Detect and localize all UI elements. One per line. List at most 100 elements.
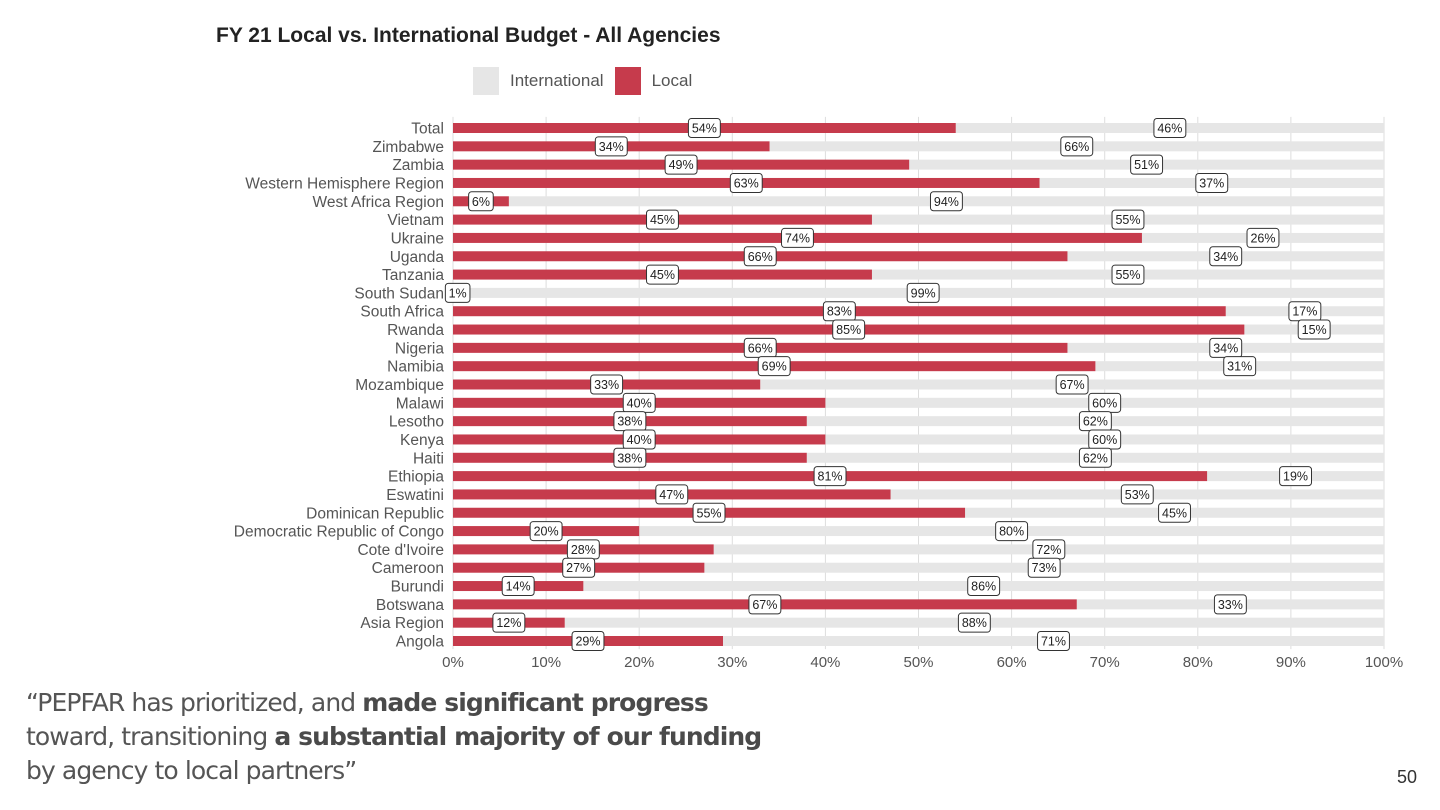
data-label-box bbox=[1111, 209, 1145, 230]
category-label: Total bbox=[411, 121, 444, 138]
data-label-box bbox=[1158, 502, 1191, 523]
category-label: Democratic Republic of Congo bbox=[234, 524, 444, 541]
category-label: South Sudan bbox=[354, 285, 444, 302]
category-label: Rwanda bbox=[387, 322, 444, 339]
data-label: 26% bbox=[1250, 231, 1275, 245]
data-label: 67% bbox=[1060, 378, 1085, 392]
data-label-box bbox=[1223, 356, 1257, 377]
data-label: 94% bbox=[934, 195, 959, 209]
data-label: 71% bbox=[1041, 635, 1066, 649]
legend-swatch-international bbox=[473, 67, 499, 95]
data-label: 47% bbox=[659, 488, 684, 502]
page-number: 50 bbox=[1397, 767, 1418, 787]
x-tick-label: 70% bbox=[1090, 654, 1120, 671]
data-label: 86% bbox=[971, 580, 996, 594]
data-label-box bbox=[1027, 557, 1061, 578]
data-label: 62% bbox=[1083, 415, 1108, 429]
category-label: Zambia bbox=[392, 157, 444, 174]
legend-label-international: International bbox=[510, 71, 604, 90]
x-tick-label: 30% bbox=[717, 654, 747, 671]
category-label: Botswana bbox=[376, 597, 444, 614]
chart-title: FY 21 Local vs. International Budget - A… bbox=[216, 24, 721, 47]
data-label-box bbox=[664, 154, 698, 175]
category-label: Tanzania bbox=[382, 267, 444, 284]
data-label: 34% bbox=[1213, 341, 1238, 355]
quote-segment: toward, transitioning bbox=[26, 722, 275, 751]
data-label-box bbox=[562, 557, 596, 578]
quote-segment: by agency to local partners” bbox=[26, 756, 357, 785]
data-label-box bbox=[468, 191, 494, 212]
data-label-box bbox=[995, 521, 1029, 542]
data-label-box bbox=[743, 246, 777, 267]
data-label-box bbox=[1297, 319, 1331, 340]
data-label: 15% bbox=[1302, 323, 1327, 337]
data-label-box bbox=[1120, 484, 1154, 505]
quote-segment: “PEPFAR has prioritized, and bbox=[26, 688, 363, 717]
data-label: 34% bbox=[599, 140, 624, 154]
data-label-box bbox=[692, 502, 726, 523]
data-label: 37% bbox=[1199, 176, 1224, 190]
data-label-box bbox=[529, 521, 563, 542]
category-label: Eswatini bbox=[386, 487, 444, 504]
data-label: 54% bbox=[692, 122, 717, 136]
category-label: Kenya bbox=[400, 432, 444, 449]
data-label: 72% bbox=[1036, 543, 1061, 557]
data-label: 63% bbox=[734, 176, 759, 190]
category-label: Cote d'Ivoire bbox=[357, 542, 444, 559]
data-label: 38% bbox=[617, 415, 642, 429]
data-label-box bbox=[646, 209, 679, 230]
data-label: 33% bbox=[594, 378, 619, 392]
data-label-box bbox=[613, 447, 647, 468]
category-label: Mozambique bbox=[355, 377, 444, 394]
data-label-box bbox=[1111, 264, 1145, 285]
data-label: 67% bbox=[752, 598, 777, 612]
data-label: 49% bbox=[669, 158, 694, 172]
x-axis-ticks: 0% 10% 20% 30% 40% 50% 60% 70% 80% 90% 100% bbox=[442, 654, 1403, 671]
data-label: 69% bbox=[762, 360, 787, 374]
legend-label-local: Local bbox=[651, 71, 693, 90]
data-label: 81% bbox=[818, 470, 843, 484]
data-label-box bbox=[957, 612, 991, 633]
data-label: 60% bbox=[1092, 396, 1117, 410]
data-labels: 54% 46% 34% 66% 49% 51% 63% 37% 6% 94% 45% 55% 74% 26… bbox=[444, 118, 1331, 651]
data-label-box bbox=[1213, 594, 1247, 615]
data-label: 99% bbox=[911, 286, 936, 300]
data-label-box bbox=[1037, 631, 1070, 651]
category-label: Uganda bbox=[390, 249, 445, 266]
data-label-box bbox=[967, 576, 1001, 597]
data-label-box bbox=[729, 172, 763, 193]
data-label: 19% bbox=[1283, 470, 1308, 484]
data-label: 34% bbox=[1213, 250, 1238, 264]
data-label: 33% bbox=[1218, 598, 1243, 612]
category-label: Vietnam bbox=[387, 212, 444, 229]
category-label: South Africa bbox=[360, 304, 444, 321]
data-label-box bbox=[1060, 136, 1094, 157]
legend-swatch-local bbox=[614, 67, 641, 95]
data-label: 6% bbox=[472, 195, 490, 209]
data-label-box bbox=[748, 594, 782, 615]
chart-legend: International Local bbox=[473, 67, 703, 95]
data-label: 31% bbox=[1227, 360, 1252, 374]
category-label: Lesotho bbox=[389, 414, 444, 431]
data-label: 12% bbox=[496, 616, 521, 630]
x-tick-label: 10% bbox=[531, 654, 561, 671]
data-label: 45% bbox=[650, 268, 675, 282]
category-label: Malawi bbox=[396, 395, 444, 412]
data-label-box bbox=[929, 191, 963, 212]
data-label-box bbox=[813, 466, 847, 487]
data-label: 27% bbox=[566, 561, 591, 575]
data-label: 83% bbox=[827, 305, 852, 319]
quote-text: “PEPFAR has prioritized, and made signif… bbox=[26, 686, 786, 788]
data-label: 1% bbox=[449, 286, 467, 300]
data-label-box bbox=[501, 576, 535, 597]
quote-segment: made significant progress bbox=[362, 688, 709, 717]
data-label-box bbox=[1153, 118, 1187, 138]
data-label: 73% bbox=[1032, 561, 1057, 575]
category-label: Angola bbox=[396, 634, 445, 651]
category-label: Ukraine bbox=[391, 230, 444, 247]
data-label-box bbox=[655, 484, 689, 505]
category-label: Cameroon bbox=[372, 560, 444, 577]
data-label-box bbox=[906, 282, 940, 303]
x-tick-label: 100% bbox=[1365, 654, 1403, 671]
